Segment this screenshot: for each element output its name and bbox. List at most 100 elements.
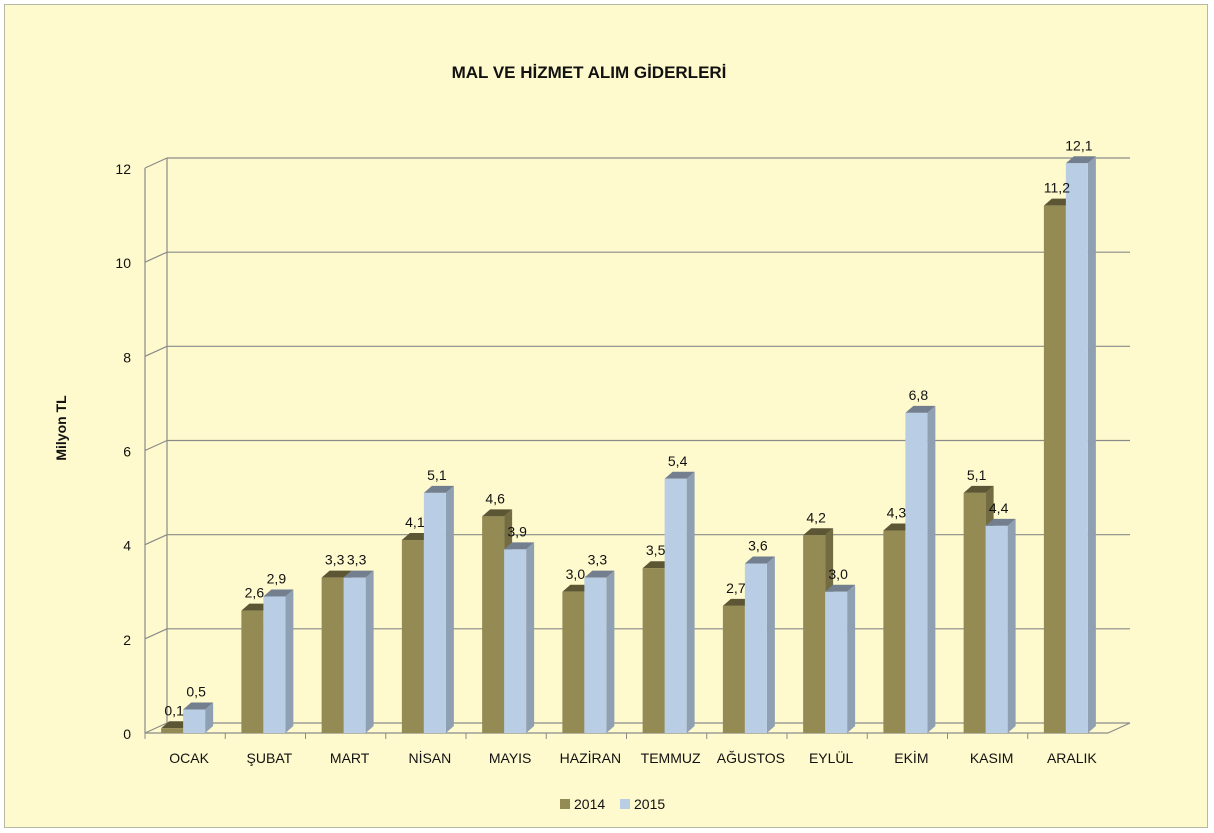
bar-2015 bbox=[584, 577, 607, 733]
legend-swatch-2014 bbox=[560, 799, 570, 809]
y-tick-label: 12 bbox=[115, 161, 131, 177]
floor-edge bbox=[1107, 722, 1131, 734]
data-label: 3,5 bbox=[646, 542, 666, 558]
x-tick-label: OCAK bbox=[169, 750, 209, 766]
gridline-wall bbox=[144, 534, 168, 546]
x-tick-label: ARALIK bbox=[1047, 750, 1097, 766]
bar-2015 bbox=[423, 492, 446, 733]
x-tick-label: HAZİRAN bbox=[560, 749, 621, 766]
data-label: 5,4 bbox=[668, 453, 688, 469]
bar-top bbox=[482, 509, 513, 517]
data-label: 4,6 bbox=[485, 490, 505, 506]
bar-top bbox=[985, 518, 1016, 526]
bar-top bbox=[343, 570, 374, 578]
y-tick-label: 8 bbox=[123, 349, 131, 365]
data-label: 4,2 bbox=[806, 509, 826, 525]
bar-2015 bbox=[343, 577, 366, 733]
bar-side bbox=[285, 589, 294, 733]
data-label: 11,2 bbox=[1044, 180, 1070, 196]
data-label: 3,6 bbox=[748, 538, 768, 554]
x-tick-label: TEMMUZ bbox=[641, 750, 701, 766]
gridline-wall bbox=[144, 157, 168, 169]
bar-side bbox=[686, 471, 695, 733]
bar-side bbox=[766, 556, 775, 733]
bar-top bbox=[744, 556, 775, 564]
bar-side bbox=[847, 584, 856, 733]
data-label: 12,1 bbox=[1065, 137, 1092, 153]
x-tick-label: ŞUBAT bbox=[247, 750, 293, 766]
data-label: 5,1 bbox=[427, 467, 447, 483]
data-label: 2,6 bbox=[245, 585, 265, 601]
data-label: 4,1 bbox=[405, 514, 425, 530]
data-label: 3,0 bbox=[828, 566, 848, 582]
bar-top bbox=[504, 542, 535, 550]
bar-2015 bbox=[744, 563, 767, 733]
x-tick-label: EYLÜL bbox=[809, 749, 854, 766]
chart-title: MAL VE HİZMET ALIM GİDERLERİ bbox=[452, 63, 727, 82]
y-tick-label: 4 bbox=[123, 538, 131, 554]
data-label: 0,5 bbox=[186, 683, 206, 699]
bar-2014 bbox=[562, 591, 585, 733]
bar-side bbox=[445, 485, 454, 733]
bar-top bbox=[1065, 156, 1096, 164]
bar-top bbox=[584, 570, 615, 578]
bar-side bbox=[365, 570, 374, 733]
bar-2014 bbox=[642, 568, 665, 733]
y-tick-label: 10 bbox=[115, 255, 131, 271]
bar-2014 bbox=[963, 492, 986, 733]
bar-2014 bbox=[161, 728, 184, 733]
bars-layer bbox=[161, 156, 1096, 733]
gridline-wall bbox=[144, 251, 168, 263]
bar-2014 bbox=[241, 610, 264, 733]
bar-2014 bbox=[482, 516, 505, 733]
bar-top bbox=[803, 528, 834, 536]
legend: 2014 2015 bbox=[560, 796, 665, 812]
data-label: 3,3 bbox=[325, 552, 345, 568]
bar-side bbox=[1087, 156, 1096, 733]
bar-top bbox=[664, 471, 695, 479]
bar-side bbox=[606, 570, 615, 733]
data-label: 5,1 bbox=[967, 467, 987, 483]
bar-2015 bbox=[905, 412, 928, 733]
y-tick-label: 2 bbox=[123, 632, 131, 648]
bar-2014 bbox=[803, 535, 826, 733]
bar-side bbox=[927, 405, 936, 733]
data-label: 3,3 bbox=[347, 552, 367, 568]
bar-top bbox=[183, 702, 214, 710]
legend-swatch-2015 bbox=[620, 799, 630, 809]
bar-2015 bbox=[183, 709, 206, 733]
bar-2015 bbox=[664, 478, 687, 733]
bar-top bbox=[963, 485, 994, 493]
gridline-wall bbox=[144, 345, 168, 357]
bar-top bbox=[263, 589, 294, 597]
gridline-wall bbox=[144, 439, 168, 452]
bar-2015 bbox=[985, 525, 1008, 733]
x-tick-label: NİSAN bbox=[408, 749, 451, 766]
bar-2014 bbox=[401, 539, 424, 733]
y-axis-label: Milyon TL bbox=[53, 395, 69, 461]
bar-2015 bbox=[504, 549, 527, 733]
x-tick-label: AĞUSTOS bbox=[717, 750, 785, 766]
y-tick-label: 6 bbox=[123, 444, 131, 460]
data-label: 3,3 bbox=[588, 552, 608, 568]
gridline-wall bbox=[144, 722, 168, 734]
data-label: 3,9 bbox=[507, 523, 527, 539]
bar-top bbox=[825, 584, 856, 592]
bar-2014 bbox=[722, 605, 745, 733]
legend-label-2015: 2015 bbox=[634, 796, 665, 812]
legend-label-2014: 2014 bbox=[574, 796, 605, 812]
bar-side bbox=[1007, 518, 1016, 733]
x-tick-label: EKİM bbox=[894, 749, 928, 766]
data-label: 4,4 bbox=[989, 500, 1009, 516]
bar-2014 bbox=[1043, 205, 1066, 733]
bar-top bbox=[423, 485, 454, 493]
data-label: 6,8 bbox=[909, 387, 929, 403]
bar-side bbox=[526, 542, 535, 733]
x-tick-label: KASIM bbox=[970, 750, 1014, 766]
gridline-wall bbox=[144, 628, 168, 640]
data-label: 2,7 bbox=[726, 580, 746, 596]
data-label: 0,1 bbox=[164, 702, 184, 718]
data-label: 3,0 bbox=[566, 566, 586, 582]
